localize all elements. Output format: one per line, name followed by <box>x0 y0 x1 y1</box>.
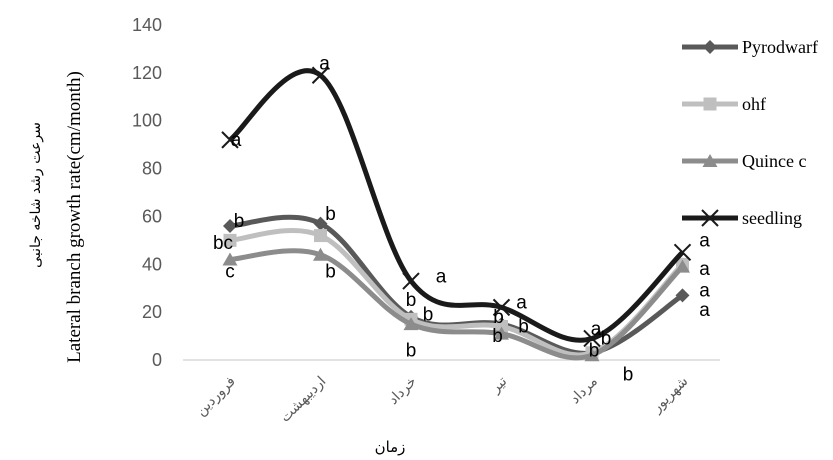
y-tick-label: 140 <box>132 15 162 35</box>
data-point-marker <box>675 288 690 303</box>
series-line <box>228 68 685 343</box>
significance-letter: b <box>406 340 417 361</box>
significance-letter: b <box>406 290 417 311</box>
significance-letter: c <box>225 261 235 282</box>
legend-marker <box>703 97 717 111</box>
data-point-marker <box>402 272 420 290</box>
legend-label: seedling <box>742 208 802 228</box>
data-point-marker <box>403 317 419 331</box>
significance-letter: a <box>436 266 447 287</box>
y-axis-label-persian: سرعت رشد شاخه جانبی <box>28 122 44 268</box>
legend-item: Pyrodwarf <box>682 37 818 57</box>
legend-item: seedling <box>682 208 802 228</box>
significance-letter: b <box>493 307 504 328</box>
data-point-marker <box>673 243 692 262</box>
series-quince-c <box>222 247 690 362</box>
significance-letter: b <box>423 305 434 326</box>
data-point-marker <box>492 298 511 317</box>
data-point-marker <box>223 233 237 247</box>
legend-marker <box>702 154 718 167</box>
significance-letter: a <box>699 300 710 321</box>
data-point-marker <box>675 259 690 273</box>
y-tick-label: 80 <box>142 159 162 179</box>
significance-letter: b <box>325 261 336 282</box>
significance-letter: a <box>591 319 602 340</box>
x-axis-ticks: فروردین اردیبهشت خرداد تیر مرداد شهریور <box>193 373 691 425</box>
legend-label: ohf <box>742 94 766 114</box>
series-seedling <box>221 66 692 348</box>
significance-letter: b <box>601 328 612 349</box>
data-point-marker <box>221 131 239 149</box>
data-point-marker <box>313 216 328 231</box>
data-point-marker <box>313 247 328 261</box>
significance-letter: bc <box>213 233 233 254</box>
significance-letter: a <box>516 293 527 314</box>
significance-letter: b <box>325 204 336 225</box>
series-layer <box>221 66 692 362</box>
y-tick-label: 60 <box>142 206 162 226</box>
x-tick-label: تیر <box>487 373 510 396</box>
legend-item: Quince c <box>682 151 806 171</box>
x-axis-label: زمان <box>375 438 406 456</box>
significance-letter: a <box>699 230 710 251</box>
y-axis-label-english: Lateral branch growth rate(cm/month) <box>64 71 85 363</box>
x-tick-label: شهریور <box>648 374 691 417</box>
y-tick-label: 40 <box>142 254 162 274</box>
legend-marker <box>703 40 717 54</box>
y-axis-title: سرعت رشد شاخه جانبی Lateral branch growt… <box>28 71 85 363</box>
y-tick-label: 100 <box>132 111 162 131</box>
data-point-marker <box>311 66 330 84</box>
x-tick-label: اردیبهشت <box>277 374 329 426</box>
x-tick-label: مرداد <box>567 374 601 408</box>
legend-label: Pyrodwarf <box>742 37 818 57</box>
data-point-marker <box>222 252 238 266</box>
y-tick-label: 120 <box>132 63 162 83</box>
data-point-marker <box>494 326 509 340</box>
data-point-marker <box>495 320 508 333</box>
x-tick-label: فروردین <box>193 374 239 420</box>
data-point-marker <box>223 219 237 233</box>
data-point-marker <box>583 329 601 348</box>
significance-letter: a <box>699 281 710 302</box>
significance-letter: b <box>623 364 634 385</box>
y-tick-label: 0 <box>152 350 162 370</box>
y-axis-ticks: 0 20 40 60 80 100 120 140 <box>132 15 162 370</box>
significance-letter: a <box>699 259 710 280</box>
significance-letter: a <box>231 130 242 151</box>
y-tick-label: 20 <box>142 302 162 322</box>
x-tick-label: خرداد <box>385 374 419 408</box>
legend-label: Quince c <box>742 151 806 171</box>
data-point-marker <box>314 229 327 243</box>
legend-item: ohf <box>682 94 766 114</box>
significance-letter: a <box>319 53 330 74</box>
significance-letter: b <box>492 326 503 347</box>
significance-letter: b <box>518 317 529 338</box>
legend-marker <box>701 209 719 227</box>
data-point-marker <box>584 348 600 362</box>
legend: Pyrodwarf ohf Quince c seedling <box>682 37 818 228</box>
significance-letter: b <box>234 211 245 232</box>
significance-letter: b <box>589 340 600 361</box>
